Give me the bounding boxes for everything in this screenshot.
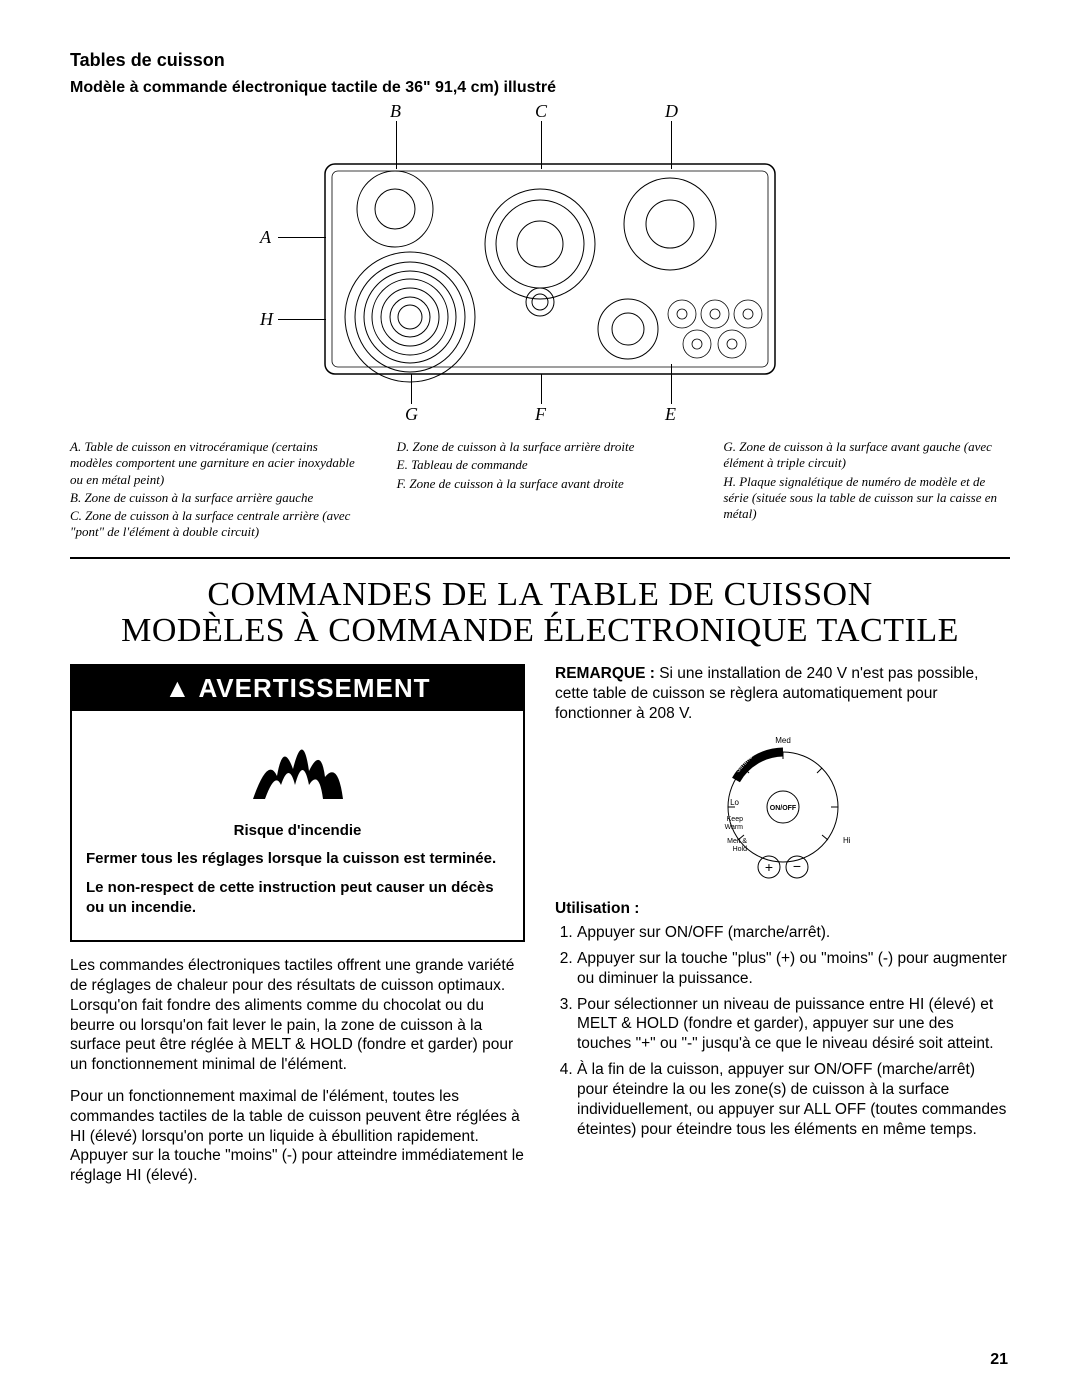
legend-h: H. Plaque signalétique de numéro de modè… (723, 474, 1010, 523)
dial-keepwarm: Keep (726, 816, 742, 823)
svg-text:Hold: Hold (732, 846, 747, 853)
usage-steps: Appuyer sur ON/OFF (marche/arrêt). Appuy… (555, 923, 1010, 1139)
dial-med: Med (775, 736, 791, 745)
usage-step-3: Pour sélectionner un niveau de puissance… (577, 995, 1010, 1054)
dial-hi: Hi (843, 836, 851, 845)
warning-title: AVERTISSEMENT (198, 673, 430, 703)
legend-col-3: G. Zone de cuisson à la surface avant ga… (723, 439, 1010, 543)
legend-b: B. Zone de cuisson à la surface arrière … (70, 490, 357, 506)
cooktop-diagram: B C D A H G F E (190, 109, 890, 429)
dial-plus: + (764, 859, 772, 875)
diagram-label-d: D (665, 101, 678, 122)
svg-text:Warm: Warm (724, 824, 743, 831)
usage-step-4: À la fin de la cuisson, appuyer sur ON/O… (577, 1060, 1010, 1139)
warning-panel: ▲ AVERTISSEMENT Risque d'incendie Fermer… (70, 664, 525, 942)
leader-e (671, 364, 672, 404)
diagram-legend: A. Table de cuisson en vitrocéramique (c… (70, 439, 1010, 543)
legend-e: E. Tableau de commande (397, 457, 684, 473)
warning-body: Risque d'incendie Fermer tous les réglag… (72, 813, 523, 940)
diagram-label-a: A (260, 227, 271, 248)
leader-h (278, 319, 326, 320)
control-dial: ON/OFF Med Hi Lo Keep Warm Melt & Hold S… (555, 735, 1010, 891)
right-column: REMARQUE : Si une installation de 240 V … (555, 664, 1010, 1198)
warning-line-2: Le non-respect de cette instruction peut… (86, 878, 509, 919)
main-title: COMMANDES DE LA TABLE DE CUISSON MODÈLES… (70, 577, 1010, 650)
dial-lo: Lo (730, 798, 739, 807)
leader-a (278, 237, 326, 238)
flame-icon (72, 711, 523, 813)
left-paragraph-2: Pour un fonctionnement maximal de l'élém… (70, 1087, 525, 1186)
title-line-1: COMMANDES DE LA TABLE DE CUISSON (70, 577, 1010, 614)
diagram-label-e: E (665, 404, 676, 425)
dial-minus: − (792, 858, 800, 874)
left-column: ▲ AVERTISSEMENT Risque d'incendie Fermer… (70, 664, 525, 1198)
remark-paragraph: REMARQUE : Si une installation de 240 V … (555, 664, 1010, 723)
utilisation-title: Utilisation : (555, 899, 1010, 919)
warning-risk: Risque d'incendie (86, 821, 509, 841)
remark-label: REMARQUE : (555, 665, 655, 682)
diagram-label-f: F (535, 404, 546, 425)
section-header: Tables de cuisson (70, 50, 1010, 71)
legend-c: C. Zone de cuisson à la surface centrale… (70, 508, 357, 541)
dial-onoff: ON/OFF (769, 805, 796, 812)
section-subheader: Modèle à commande électronique tactile d… (70, 79, 1010, 97)
diagram-label-h: H (260, 309, 273, 330)
diagram-label-c: C (535, 101, 547, 122)
legend-d: D. Zone de cuisson à la surface arrière … (397, 439, 684, 455)
cooktop-svg (190, 109, 890, 429)
warning-triangle-icon: ▲ (164, 673, 191, 703)
usage-step-1: Appuyer sur ON/OFF (marche/arrêt). (577, 923, 1010, 943)
content-columns: ▲ AVERTISSEMENT Risque d'incendie Fermer… (70, 664, 1010, 1198)
title-line-2: MODÈLES À COMMANDE ÉLECTRONIQUE TACTILE (70, 613, 1010, 650)
warning-header: ▲ AVERTISSEMENT (72, 666, 523, 711)
legend-g: G. Zone de cuisson à la surface avant ga… (723, 439, 1010, 472)
page-number: 21 (990, 1351, 1008, 1369)
legend-f: F. Zone de cuisson à la surface avant dr… (397, 476, 684, 492)
leader-c (541, 121, 542, 169)
diagram-label-g: G (405, 404, 418, 425)
legend-col-1: A. Table de cuisson en vitrocéramique (c… (70, 439, 357, 543)
section-rule (70, 557, 1010, 559)
left-paragraph-1: Les commandes électroniques tactiles off… (70, 956, 525, 1075)
diagram-label-b: B (390, 101, 401, 122)
leader-d (671, 121, 672, 169)
legend-a: A. Table de cuisson en vitrocéramique (c… (70, 439, 357, 488)
leader-b (396, 121, 397, 169)
usage-step-2: Appuyer sur la touche "plus" (+) ou "moi… (577, 949, 1010, 989)
legend-col-2: D. Zone de cuisson à la surface arrière … (397, 439, 684, 543)
dial-melt: Melt & (727, 838, 747, 845)
leader-f (541, 374, 542, 404)
warning-line-1: Fermer tous les réglages lorsque la cuis… (86, 849, 509, 869)
leader-g (411, 374, 412, 404)
